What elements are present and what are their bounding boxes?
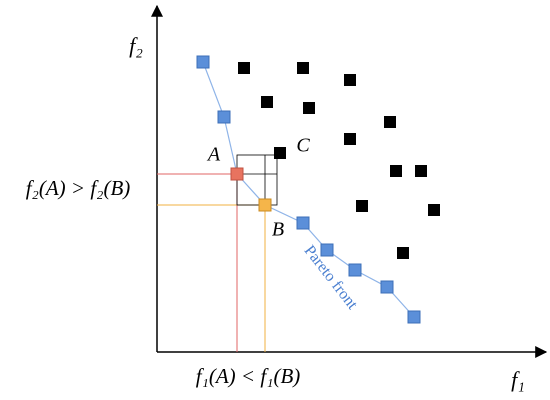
pareto-point (217, 110, 231, 124)
dominated-point (397, 247, 409, 259)
x-axis-label: f₁ (511, 367, 525, 392)
point-b (258, 198, 272, 212)
point-label: C (296, 135, 310, 157)
point-label: B (272, 219, 284, 241)
f2-comparison: f₂(A) > f₂(B) (26, 176, 131, 200)
f1-comparison: f₁(A) < f₁(B) (196, 364, 301, 388)
dominated-point (384, 116, 396, 128)
point-a (230, 167, 244, 181)
y-axis-label: f₂ (129, 33, 143, 58)
dominated-point (344, 74, 356, 86)
pareto-point (196, 55, 210, 69)
pareto-point (296, 216, 310, 230)
pareto-point (348, 263, 362, 277)
dominated-point (297, 62, 309, 74)
dominated-point (274, 147, 286, 159)
pareto-points (196, 55, 421, 324)
pareto-point (320, 243, 334, 257)
dominated-point (344, 133, 356, 145)
dominated-points (238, 62, 440, 259)
dominated-point (303, 102, 315, 114)
dominated-point (238, 62, 250, 74)
dominated-point (428, 204, 440, 216)
pareto-point (407, 310, 421, 324)
pareto-front-line (202, 61, 415, 318)
dominated-point (356, 200, 368, 212)
pareto-point (380, 280, 394, 294)
dominated-point (261, 96, 273, 108)
dominated-point (415, 165, 427, 177)
point-label: A (206, 144, 221, 166)
dominated-point (390, 165, 402, 177)
